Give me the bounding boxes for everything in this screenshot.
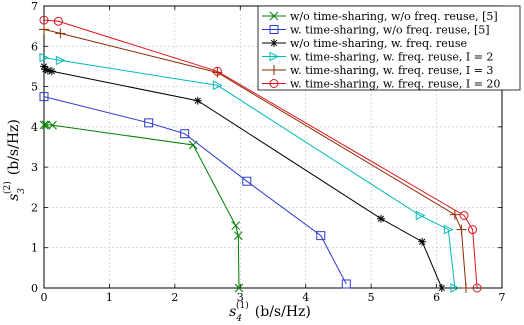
data-point	[418, 237, 427, 246]
legend-label: w. time-sharing, w. freq. reuse, I = 2	[290, 51, 493, 64]
x-axis-label: s4(1) (b/s/Hz)	[229, 300, 311, 324]
data-point	[415, 210, 426, 221]
legend-item-2: w. time-sharing, w/o freq. reuse, [5]	[262, 24, 490, 37]
data-point	[316, 231, 326, 241]
legend-label: w/o time-sharing, w. freq. reuse	[290, 37, 467, 50]
data-point	[269, 51, 280, 62]
x-tick-label: 6	[433, 291, 440, 304]
data-point	[234, 283, 244, 293]
legend-label: w. time-sharing, w/o freq. reuse, [5]	[290, 24, 490, 37]
data-point	[468, 225, 478, 235]
data-point	[212, 66, 222, 76]
data-point	[55, 28, 66, 39]
data-point	[449, 209, 460, 220]
legend-box	[257, 5, 521, 91]
legend-label: w/o time-sharing, w/o freq. reuse, [5]	[290, 10, 498, 23]
series-6	[39, 15, 482, 293]
data-point	[39, 52, 50, 63]
data-point	[193, 96, 202, 105]
data-point	[212, 67, 223, 78]
legend-item-4: w. time-sharing, w. freq. reuse, I = 2	[262, 51, 493, 64]
data-point	[443, 224, 454, 235]
grid-lines	[44, 6, 502, 288]
legend: w/o time-sharing, w/o freq. reuse, [5]w.…	[257, 5, 521, 91]
data-point	[55, 55, 66, 66]
series-3	[40, 62, 446, 292]
y-tick-label: 2	[31, 201, 38, 214]
data-point	[269, 79, 279, 88]
y-tick-label: 7	[31, 0, 38, 13]
data-point	[341, 279, 351, 289]
data-point	[461, 283, 472, 293]
x-tick-label: 3	[237, 291, 244, 304]
data-point	[212, 80, 223, 91]
data-point	[376, 214, 385, 223]
legend-item-5: w. time-sharing, w. freq. reuse, I = 3	[262, 64, 493, 77]
data-point	[459, 210, 469, 220]
series-line	[43, 28, 467, 289]
series-lines	[39, 15, 482, 293]
y-tick-label: 1	[31, 242, 38, 255]
data-point	[39, 120, 49, 130]
data-point	[48, 120, 57, 130]
x-tick-label: 7	[499, 291, 506, 304]
data-point	[472, 283, 482, 293]
series-line	[44, 124, 240, 289]
series-line	[43, 19, 478, 289]
legend-label: w. time-sharing, w. freq. reuse, I = 20	[290, 78, 500, 91]
data-point	[233, 231, 243, 240]
data-point	[269, 25, 279, 34]
data-point	[41, 120, 51, 130]
legend-label: w. time-sharing, w. freq. reuse, I = 3	[290, 64, 493, 77]
series-2	[39, 92, 351, 289]
series-1	[39, 120, 244, 293]
y-tick-label: 5	[31, 81, 38, 94]
data-point	[180, 129, 190, 139]
data-point	[242, 176, 252, 186]
data-point	[231, 221, 241, 230]
data-point	[144, 118, 154, 128]
y-tick-label: 0	[31, 282, 38, 295]
x-tick-label: 5	[368, 291, 375, 304]
data-point	[450, 283, 461, 293]
legend-item-6: w. time-sharing, w. freq. reuse, I = 20	[262, 78, 500, 91]
data-point	[437, 284, 446, 292]
y-tick-label: 6	[31, 40, 38, 53]
y-axis-label: s3(2)(b/s/Hz)	[2, 119, 27, 201]
x-tick-label: 4	[302, 291, 309, 304]
x-tick-label: 0	[41, 291, 48, 304]
y-tick-label: 3	[31, 161, 38, 174]
data-point	[269, 65, 279, 75]
x-tick-label: 2	[171, 291, 178, 304]
y-tick-label: 4	[31, 121, 38, 134]
series-4	[39, 52, 461, 293]
data-point	[39, 24, 49, 35]
legend-item-1: w/o time-sharing, w/o freq. reuse, [5]	[262, 10, 498, 23]
data-point	[53, 16, 63, 26]
data-point	[47, 67, 56, 76]
series-line	[43, 57, 456, 289]
legend-item-3: w/o time-sharing, w. freq. reuse	[262, 37, 467, 50]
data-point	[269, 11, 279, 21]
series-5	[39, 24, 472, 293]
data-point	[270, 39, 278, 47]
data-point	[39, 92, 49, 102]
data-point	[456, 224, 467, 235]
data-point	[39, 15, 49, 25]
series-line	[43, 96, 347, 285]
x-tick-label: 1	[106, 291, 113, 304]
